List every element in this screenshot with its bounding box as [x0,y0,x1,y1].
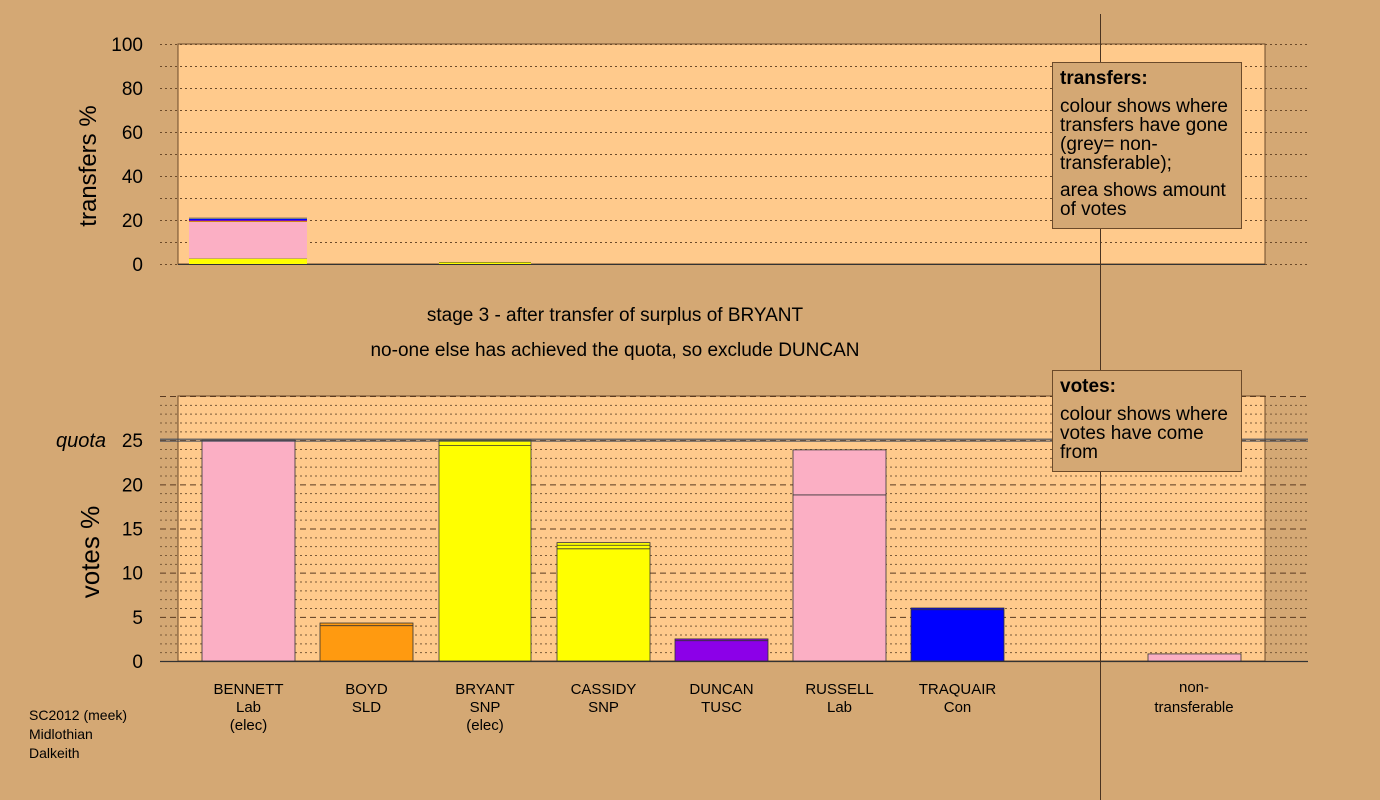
stage-title: stage 3 - after transfer of surplus of B… [426,305,804,326]
vote-bar-cassidy [556,542,651,662]
transfers-tick-label: 20 [122,211,143,232]
vote-bar-boyd [319,622,414,662]
votes-axis-title: votes % [75,506,105,599]
transfer-segment [189,220,307,221]
transfers-legend-text1: colour shows where transfers have gone (… [1060,96,1228,174]
candidate-status-label: (elec) [230,717,268,734]
votes-tick-label: 25 [122,431,143,452]
transfer-segment [189,220,307,222]
footer-ward: Dalkeith [29,745,80,761]
candidate-party-label: Con [944,699,972,716]
candidate-party-label: SNP [470,699,501,716]
quota-label: quota [56,430,106,452]
candidate-name-label: BRYANT [455,681,514,698]
votes-legend-title: votes: [1060,376,1116,397]
vote-bar-bennett [201,439,296,662]
vote-bar-bryant [438,439,532,662]
transfers-axis-title: transfers % [75,105,102,226]
stage-subtitle: no-one else has achieved the quota, so e… [370,340,860,361]
candidate-name-label: TRAQUAIR [919,681,997,698]
transfers-tick-label: 0 [132,255,143,276]
candidate-name-label: RUSSELL [805,681,873,698]
vote-bar-duncan [674,638,769,662]
vote-bar-traquair [910,607,1005,662]
transfers-legend-title: transfers: [1060,68,1148,89]
candidate-name-label: BOYD [345,681,388,698]
candidate-party-label: Lab [236,699,261,716]
nontransferable-bar [1147,653,1242,662]
candidate-party-label: Lab [827,699,852,716]
votes-legend-text1: colour shows where votes have come from [1060,404,1228,463]
votes-tick-label: 10 [122,564,143,585]
transfers-tick-label: 60 [122,123,143,144]
candidate-party-label: TUSC [701,699,742,716]
candidate-name-label: DUNCAN [689,681,753,698]
votes-tick-label: 15 [122,520,143,541]
nontransferable-label: non- [1179,679,1209,696]
transfer-segment [439,262,531,264]
votes-tick-label: 20 [122,475,143,496]
transfer-segment [189,221,307,259]
votes-tick-label: 0 [132,652,143,673]
transfer-segment [189,218,307,220]
candidate-party-label: SNP [588,699,619,716]
candidate-name-label: BENNETT [213,681,283,698]
transfers-legend-text2: area shows amount of votes [1060,180,1226,220]
transfers-legend: transfers: colour shows where transfers … [1052,62,1242,229]
nontransferable-label: transferable [1154,699,1233,716]
transfer-segment [189,258,307,264]
candidate-name-label: CASSIDY [571,681,637,698]
transfers-tick-label: 100 [111,35,143,56]
transfer-segment [189,218,307,220]
votes-tick-label: 5 [132,608,143,629]
transfers-tick-label: 80 [122,79,143,100]
candidate-status-label: (elec) [466,717,504,734]
footer-council: Midlothian [29,726,93,742]
transfers-tick-label: 40 [122,167,143,188]
footer-election: SC2012 (meek) [29,707,128,723]
vote-bar-russell [792,449,887,662]
votes-legend: votes: colour shows where votes have com… [1052,370,1242,472]
candidate-party-label: SLD [352,699,381,716]
election-footer: SC2012 (meek) Midlothian Dalkeith [29,706,127,763]
